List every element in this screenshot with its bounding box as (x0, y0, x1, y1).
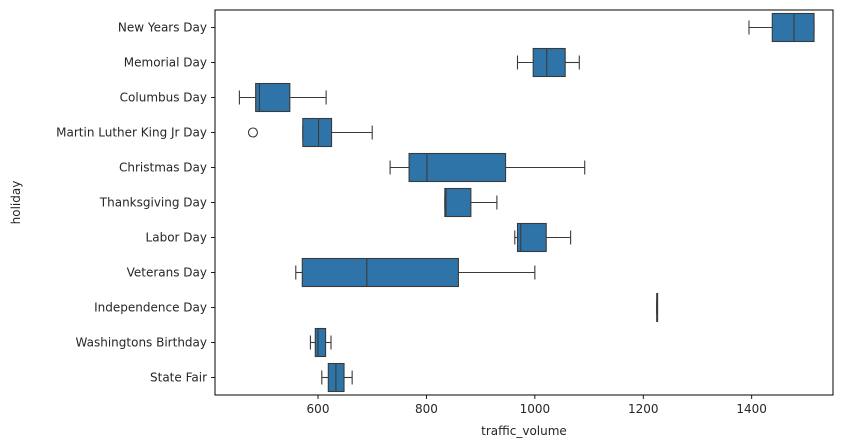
box-4 (247, 117, 373, 148)
box-8 (295, 257, 536, 288)
y-tick-label: Independence Day (94, 301, 207, 315)
iqr-box (301, 257, 459, 288)
x-tick-label: 800 (415, 402, 438, 416)
x-tick-label: 1000 (520, 402, 551, 416)
y-tick-label: Thanksgiving Day (99, 196, 207, 210)
x-tick-label: 600 (307, 402, 330, 416)
plot-frame (214, 9, 834, 396)
iqr-box (255, 82, 291, 113)
box-11 (321, 362, 353, 393)
y-tick-label: Christmas Day (119, 161, 207, 175)
y-tick-label: Martin Luther King Jr Day (56, 126, 207, 140)
iqr-box (314, 327, 327, 358)
box-6 (444, 187, 498, 218)
outlier-point (247, 127, 258, 138)
y-axis-label: holiday (9, 181, 23, 225)
box-2 (516, 47, 580, 78)
x-tick-label: 1200 (628, 402, 659, 416)
y-tick-label: Memorial Day (124, 56, 207, 70)
iqr-box (532, 47, 566, 78)
y-tick-label: Washingtons Birthday (76, 336, 207, 350)
y-axis: New Years Day Memorial Day Columbus Day Mar… (56, 21, 215, 385)
box-7 (514, 222, 572, 253)
y-tick-label: New Years Day (118, 21, 207, 35)
y-tick-label: Columbus Day (120, 91, 207, 105)
plot-area (238, 12, 815, 393)
y-tick-label: State Fair (150, 371, 207, 385)
x-axis: 600 800 1000 1200 1400 (307, 395, 767, 416)
x-axis-label: traffic_volume (481, 424, 567, 438)
box-5 (389, 152, 586, 183)
box-10 (309, 327, 332, 358)
iqr-box (408, 152, 507, 183)
iqr-box (444, 187, 472, 218)
x-tick-label: 1400 (736, 402, 767, 416)
iqr-box (302, 117, 333, 148)
iqr-box (771, 12, 815, 43)
box-1 (748, 12, 815, 43)
box-9 (656, 292, 659, 323)
box-3 (238, 82, 327, 113)
y-tick-label: Veterans Day (127, 266, 207, 280)
y-tick-label: Labor Day (146, 231, 207, 245)
iqr-box (516, 222, 547, 253)
